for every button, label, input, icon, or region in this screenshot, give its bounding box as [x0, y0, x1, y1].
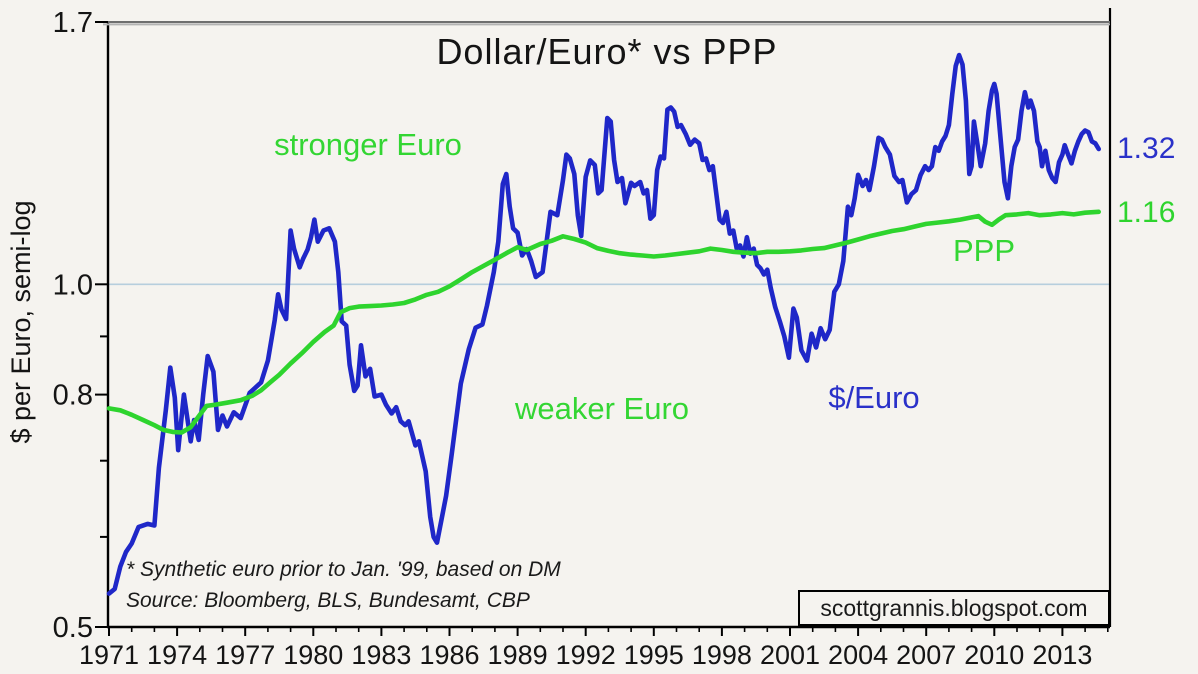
- annotation-dollar-euro: $/Euro: [828, 380, 919, 415]
- end-label-ppp-value: 1.16: [1117, 196, 1175, 229]
- end-label-euro-value: 1.32: [1117, 132, 1175, 165]
- x-tick-label: 2010: [964, 640, 1024, 670]
- x-tick-label: 2007: [896, 640, 956, 670]
- x-tick-label: 1971: [79, 640, 139, 670]
- y-tick-label: 0.5: [53, 612, 93, 644]
- x-tick-label: 1983: [351, 640, 411, 670]
- y-tick-label: 0.8: [53, 380, 93, 412]
- series-lines-layer: [106, 52, 1101, 596]
- y-tick-label: 1.0: [53, 269, 93, 301]
- annotation-ppp: PPP: [953, 233, 1015, 268]
- footnote-synthetic-euro: * Synthetic euro prior to Jan. '99, base…: [126, 558, 561, 581]
- annotation-weaker-euro: weaker Euro: [514, 391, 689, 426]
- y-axis-label: $ per Euro, semi-log: [6, 200, 36, 443]
- annotation-stronger-euro: stronger Euro: [274, 127, 462, 162]
- x-tick-label: 1986: [419, 640, 479, 670]
- x-tick-label: 2001: [760, 640, 820, 670]
- x-tick-label: 1992: [556, 640, 616, 670]
- x-tick-label: 1995: [624, 640, 684, 670]
- y-tick-label: 1.7: [53, 7, 93, 39]
- x-tick-label: 1989: [488, 640, 548, 670]
- footnote-source: Source: Bloomberg, BLS, Bundesamt, CBP: [126, 589, 530, 612]
- watermark-url: scottgrannis.blogspot.com: [820, 595, 1087, 621]
- x-tick-label: 1974: [147, 640, 207, 670]
- x-tick-label: 1998: [692, 640, 752, 670]
- x-tick-label: 2013: [1032, 640, 1092, 670]
- watermark-box: [798, 590, 1110, 626]
- dollar-euro-line: [106, 52, 1101, 596]
- x-tick-label: 1980: [283, 640, 343, 670]
- x-tick-label: 2004: [828, 640, 888, 670]
- ppp-line: [106, 209, 1101, 435]
- x-tick-label: 1977: [215, 640, 275, 670]
- chart-title: Dollar/Euro* vs PPP: [436, 31, 777, 72]
